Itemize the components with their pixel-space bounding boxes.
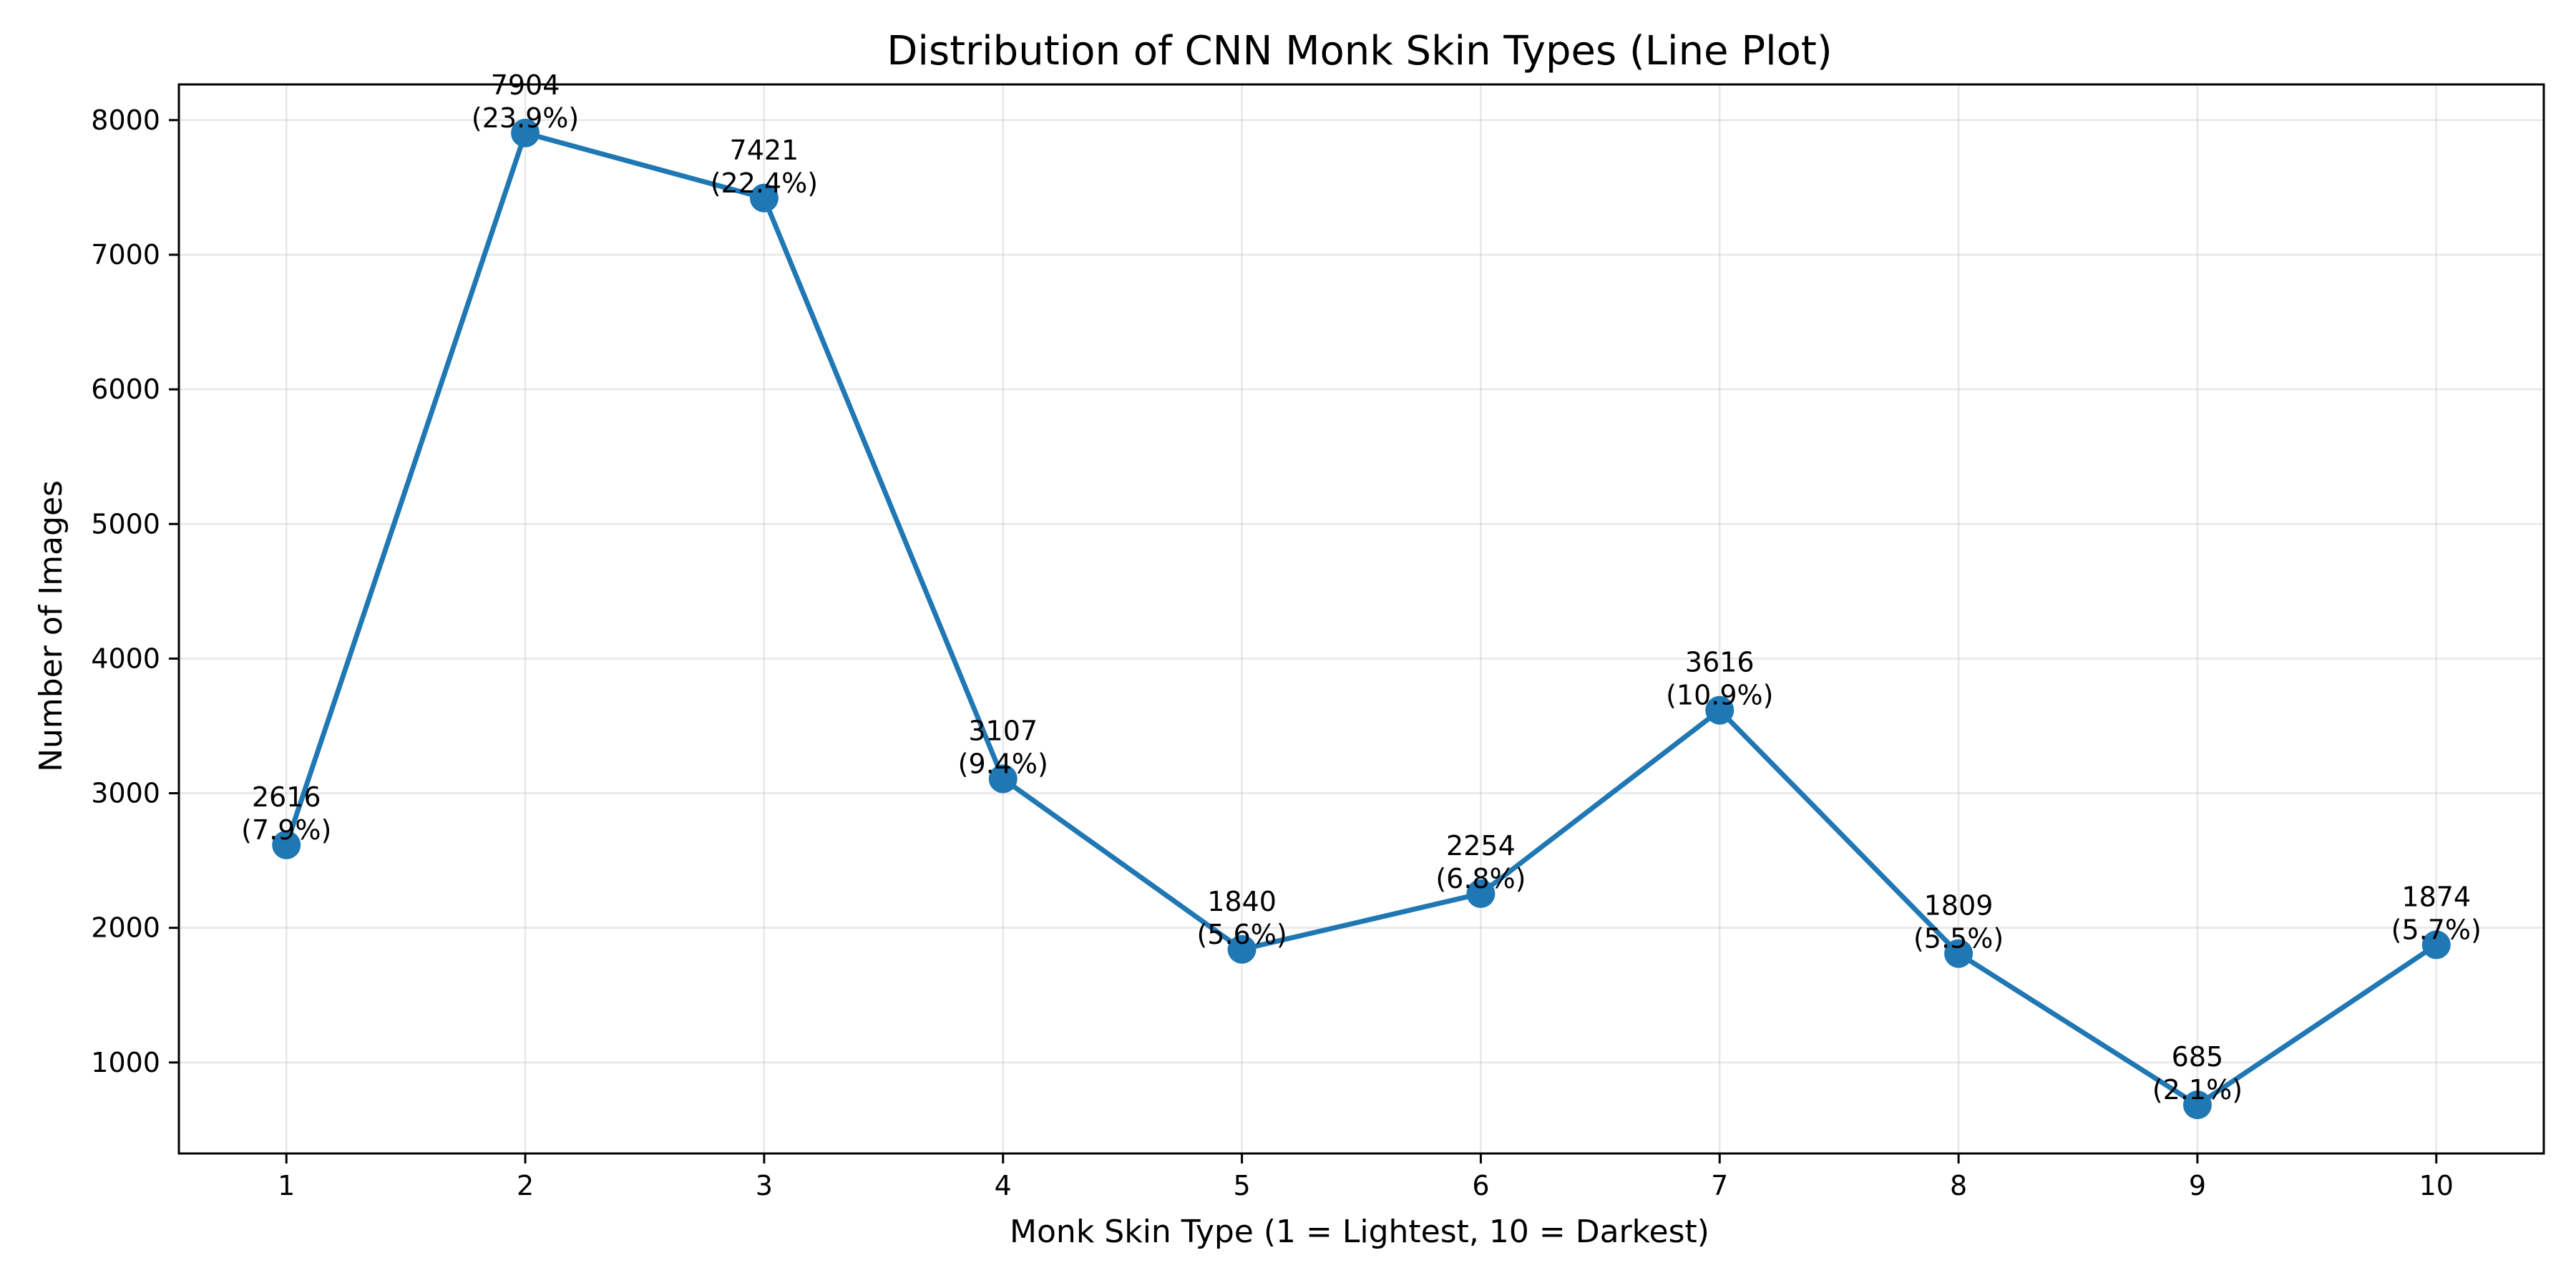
data-label: 3616 (10.9%) [1666, 647, 1773, 711]
data-label: 1840 (5.6%) [1196, 886, 1287, 950]
x-tick-label: 10 [2419, 1170, 2454, 1201]
y-tick-label: 3000 [91, 778, 160, 809]
series [272, 118, 2451, 1120]
data-label: 1809 (5.5%) [1913, 890, 2004, 955]
data-point [749, 183, 779, 213]
x-tick-label: 8 [1950, 1170, 1967, 1201]
x-tick-label: 4 [995, 1170, 1012, 1201]
x-tick-label: 2 [517, 1170, 534, 1201]
data-point [1227, 935, 1257, 964]
data-point [511, 118, 540, 147]
grid [179, 84, 2544, 1153]
data-label: 7904 (23.9%) [472, 69, 579, 134]
data-point [988, 764, 1018, 794]
data-point [1466, 879, 1496, 908]
y-tick-label: 5000 [91, 508, 160, 540]
data-label: 685 (2.1%) [2152, 1041, 2243, 1106]
data-point [1944, 939, 1974, 968]
x-tick-label: 5 [1233, 1170, 1250, 1201]
data-label: 2254 (6.8%) [1435, 830, 1526, 894]
y-tick-label: 6000 [91, 374, 160, 405]
y-axis-label: Number of Images [33, 480, 69, 772]
y-tick-label: 8000 [91, 104, 160, 136]
data-label: 1874 (5.7%) [2391, 881, 2482, 945]
y-tick-label: 1000 [91, 1047, 160, 1078]
plot-frame [177, 83, 2545, 1155]
y-tick-label: 7000 [91, 239, 160, 270]
x-tick-label: 9 [2189, 1170, 2206, 1201]
y-tick-label: 4000 [91, 643, 160, 674]
x-axis-label: Monk Skin Type (1 = Lightest, 10 = Darke… [1010, 1214, 1709, 1250]
data-label: 2616 (7.9%) [241, 781, 331, 846]
chart-title: Distribution of CNN Monk Skin Types (Lin… [887, 28, 1832, 74]
x-tick-label: 1 [278, 1170, 295, 1201]
x-tick-label: 7 [1711, 1170, 1728, 1201]
y-tick-label: 2000 [91, 912, 160, 944]
data-label: 3107 (9.4%) [958, 715, 1048, 779]
data-point [1705, 696, 1735, 725]
series-line [283, 130, 2438, 1108]
data-point [272, 830, 301, 859]
data-labels: 2616 (7.9%) 7904 (23.9%) 7421 (22.4%) 3107 (9.4… [241, 69, 2482, 1106]
x-tick-label: 6 [1472, 1170, 1489, 1201]
x-tick-label: 3 [756, 1170, 773, 1201]
axes: 1 2 3 4 5 6 7 8 9 10 1000 2000 3000 4000 5000 6000 7000 8… [91, 83, 2545, 1201]
data-point [2182, 1091, 2212, 1120]
data-label: 7421 (22.4%) [711, 135, 818, 199]
data-point [2421, 930, 2451, 960]
